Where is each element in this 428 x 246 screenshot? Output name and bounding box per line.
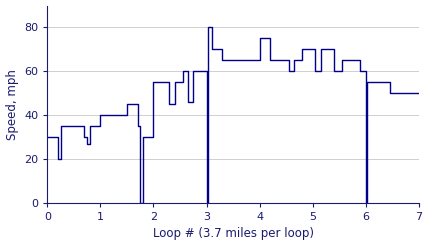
X-axis label: Loop # (3.7 miles per loop): Loop # (3.7 miles per loop) [152, 228, 314, 240]
Y-axis label: Speed, mph: Speed, mph [6, 69, 18, 140]
